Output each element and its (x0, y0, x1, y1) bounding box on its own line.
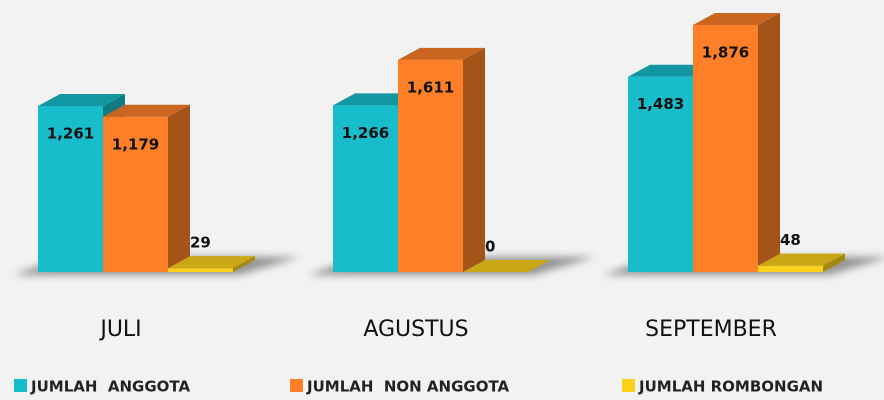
bar (693, 25, 758, 272)
category-label: AGUSTUS (363, 317, 468, 342)
value-label: 48 (780, 231, 801, 249)
bar (38, 105, 103, 273)
bar-side (233, 256, 255, 272)
bar-top (103, 104, 190, 117)
value-label: 1,179 (112, 135, 159, 153)
legend-swatch (290, 379, 303, 392)
legend-swatch (14, 379, 27, 392)
bar (103, 116, 168, 272)
value-label: 0 (485, 238, 495, 256)
bar-side (758, 13, 780, 272)
bar (333, 105, 398, 272)
bar-top (693, 13, 780, 25)
bar-top (758, 253, 845, 266)
bar (628, 76, 693, 272)
bar-side (823, 253, 845, 272)
bar (398, 59, 463, 273)
category-label: JULI (98, 317, 141, 342)
value-label: 1,483 (637, 95, 684, 113)
bar (758, 265, 823, 272)
bar-side (463, 47, 485, 273)
bar-top (463, 260, 550, 272)
bar-side (168, 104, 190, 272)
value-label: 1,261 (47, 124, 94, 142)
category-label: SEPTEMBER (645, 317, 777, 342)
legend-label: JUMLAH NON ANGGOTA (306, 378, 510, 396)
legend-swatch (622, 379, 635, 392)
value-label: 1,876 (702, 44, 749, 62)
value-label: 1,611 (407, 78, 454, 96)
value-label: 1,266 (342, 124, 389, 142)
bar (168, 268, 233, 272)
bar-top (168, 256, 255, 269)
legend-label: JUMLAH ANGGOTA (30, 378, 190, 396)
bar-top (398, 47, 485, 60)
legend-label: JUMLAH ROMBONGAN (638, 378, 823, 396)
bar-top (38, 93, 125, 106)
value-label: 29 (190, 234, 211, 252)
